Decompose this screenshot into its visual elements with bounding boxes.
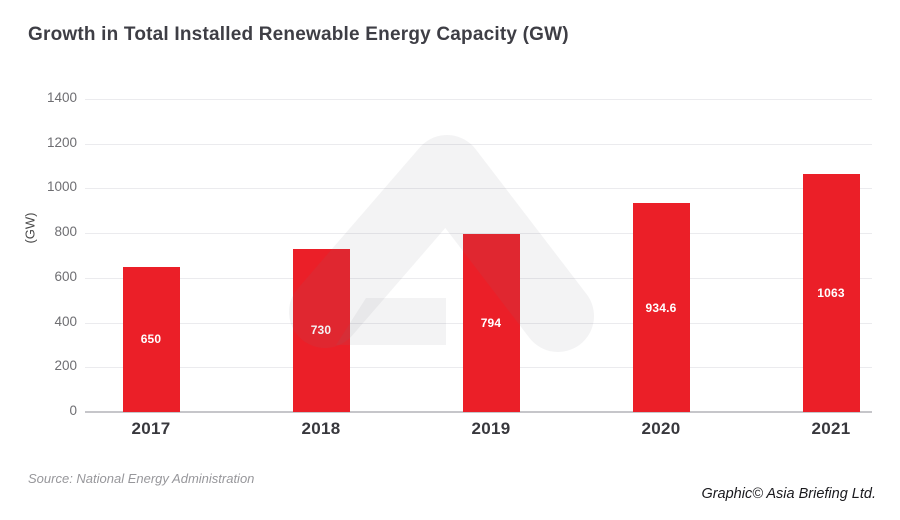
gridline (85, 188, 872, 190)
bar-2020: 934.6 (632, 203, 690, 412)
gridline (85, 233, 872, 235)
y-tick-label: 0 (69, 403, 77, 418)
bar-value-label: 730 (310, 323, 332, 338)
bar-2021: 1063 (802, 174, 860, 412)
bar-2018: 730 (292, 248, 350, 412)
source-note: Source: National Energy Administration (28, 471, 255, 486)
x-tick-label-2018: 2018 (301, 419, 341, 438)
x-tick-label-2021: 2021 (811, 419, 851, 438)
x-tick-label-2017: 2017 (131, 419, 171, 438)
credit-note: Graphic© Asia Briefing Ltd. (701, 486, 876, 502)
y-tick-label: 200 (54, 358, 77, 374)
bar-value-label: 650 (140, 332, 162, 347)
bar-value-label: 1063 (817, 286, 845, 301)
y-tick-label: 1200 (46, 134, 77, 150)
x-axis-line (85, 411, 872, 413)
chart-title: Growth in Total Installed Renewable Ener… (28, 24, 569, 45)
y-tick-label: 1400 (46, 90, 77, 105)
y-tick-label: 1000 (46, 179, 77, 195)
y-tick-label: 800 (54, 224, 77, 240)
bar-value-label: 934.6 (645, 300, 677, 315)
y-tick-label: 400 (54, 313, 77, 329)
bar-2019: 794 (462, 234, 520, 412)
gridline (85, 143, 872, 145)
bar-value-label: 794 (480, 316, 502, 331)
plot-area: 650 730 794 934.6 1063 (85, 99, 872, 413)
bar-2017: 650 (122, 266, 180, 412)
x-tick-label-2019: 2019 (471, 419, 511, 438)
gridline (85, 99, 872, 100)
x-tick-label-2020: 2020 (641, 419, 681, 438)
y-tick-label: 600 (54, 268, 77, 284)
